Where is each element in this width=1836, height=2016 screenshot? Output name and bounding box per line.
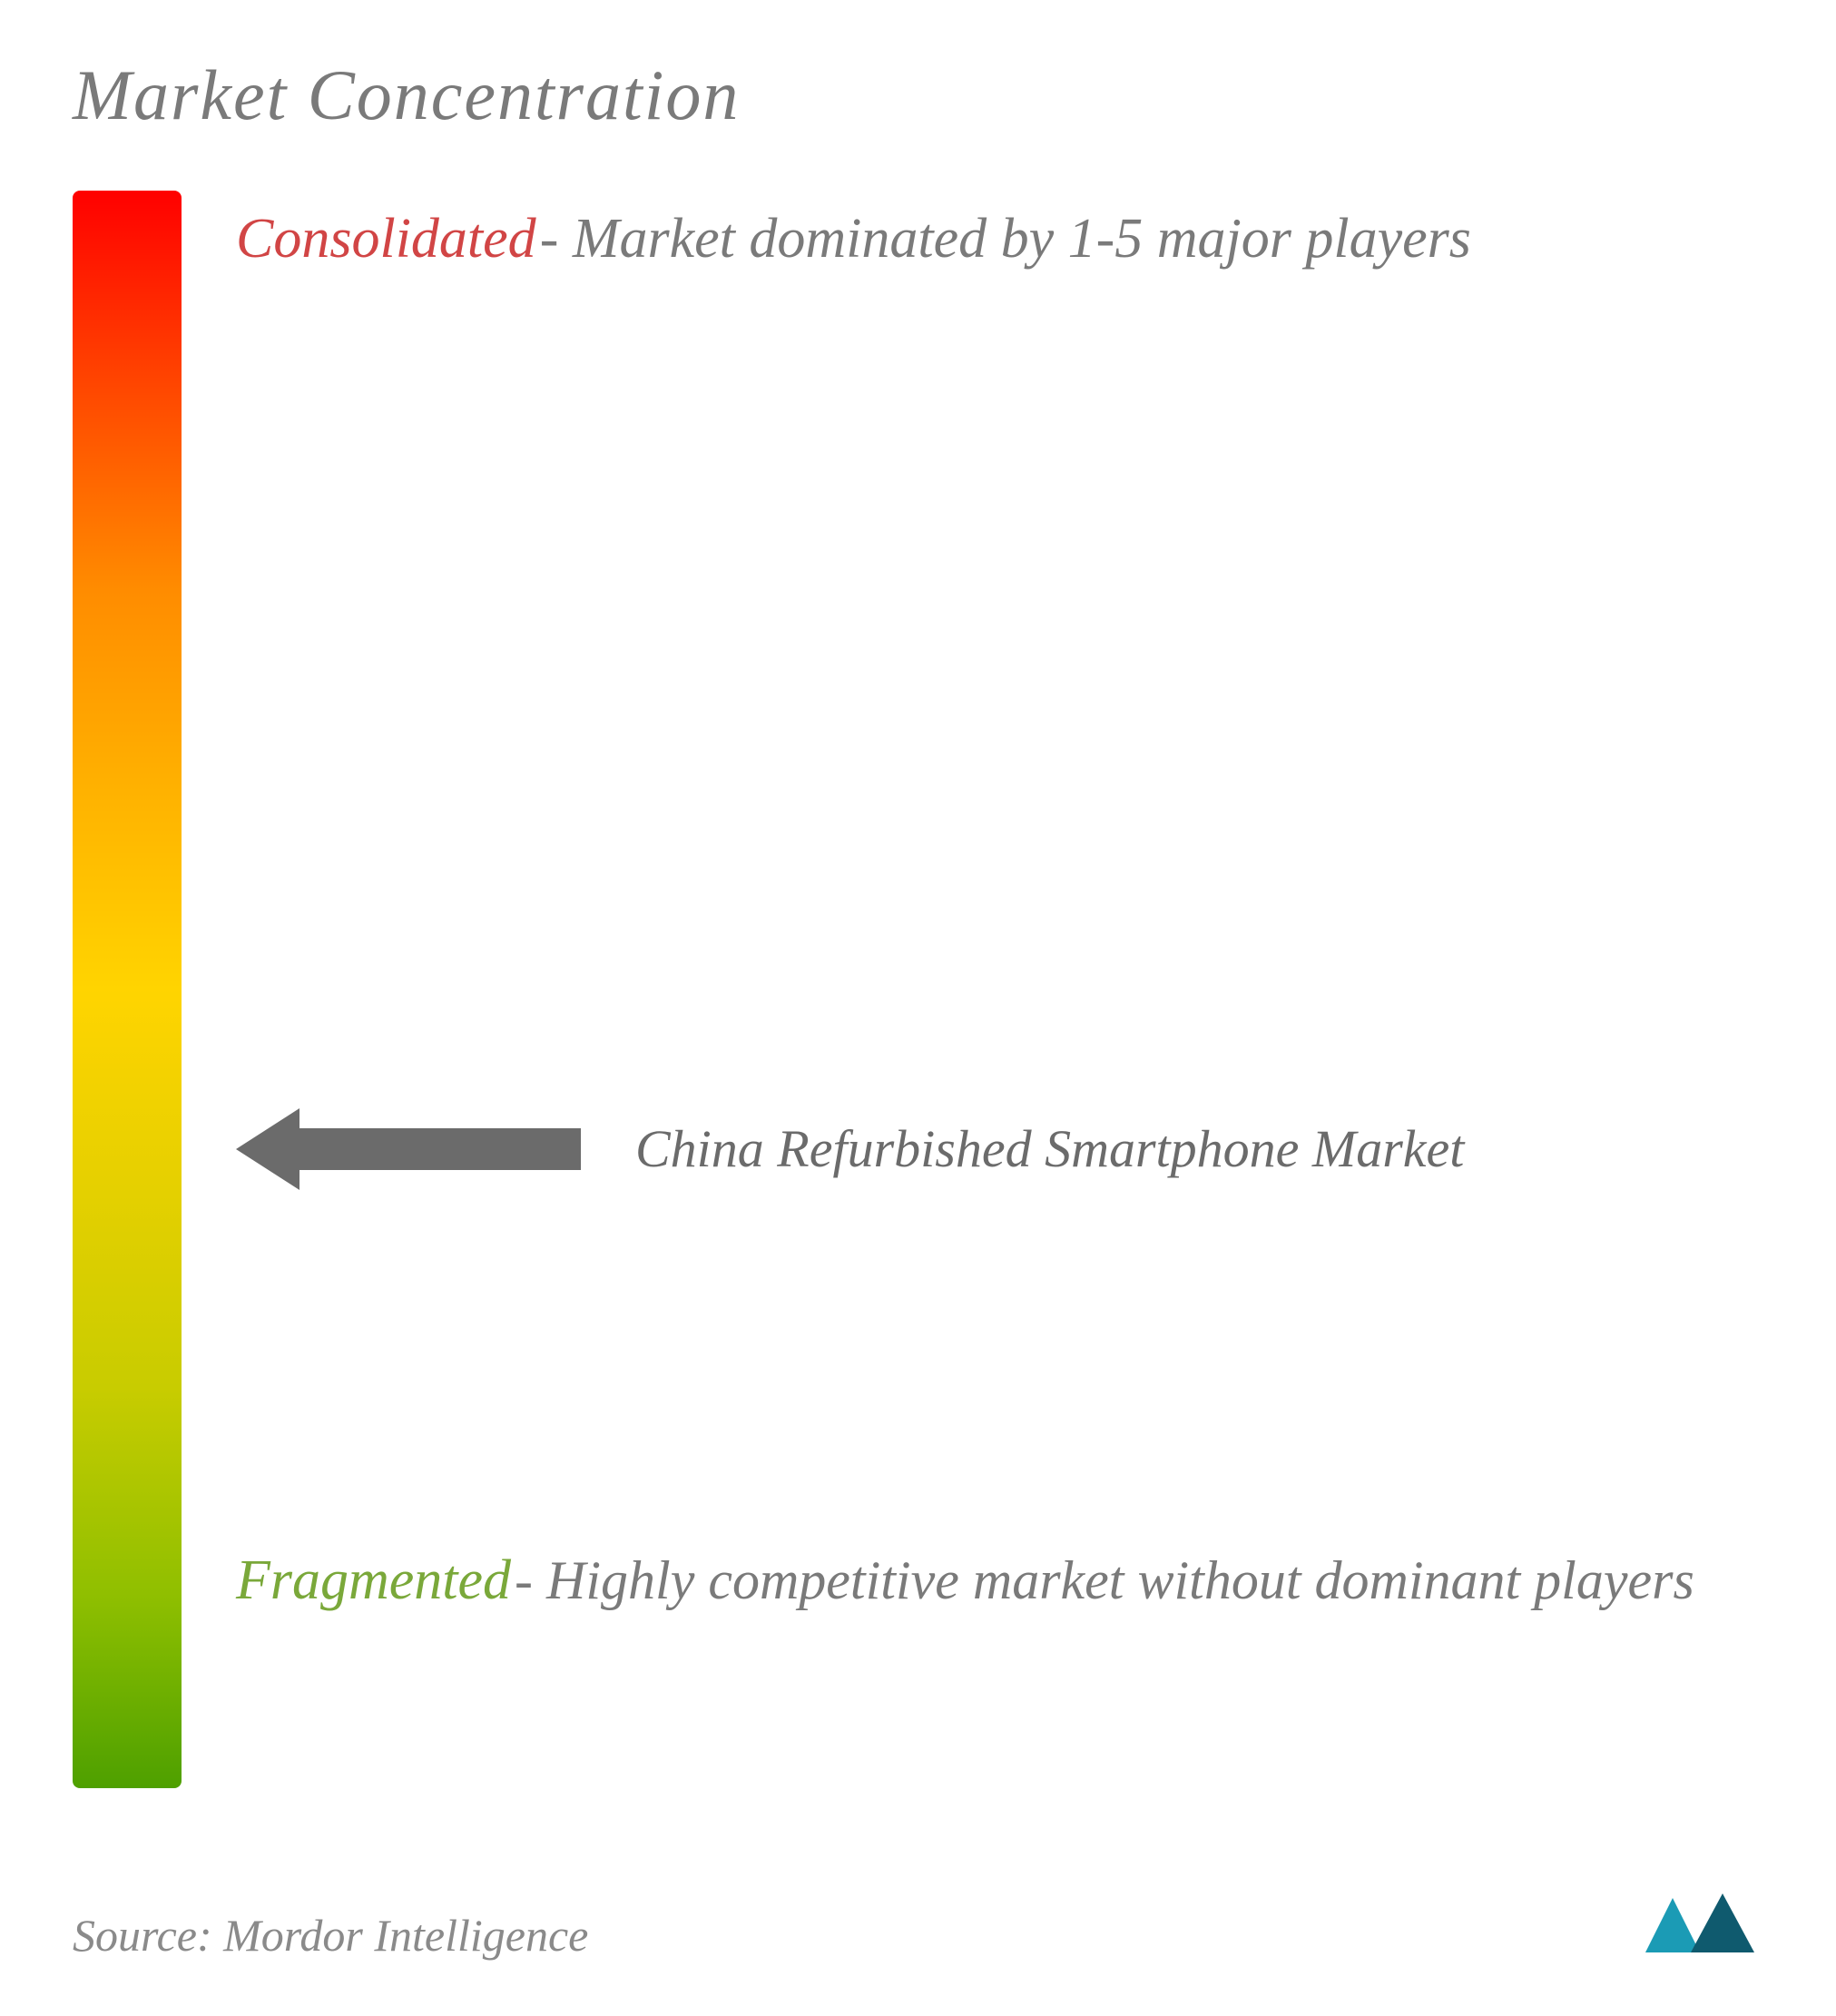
logo-shape-right xyxy=(1691,1893,1754,1952)
source-attribution: Source: Mordor Intelligence xyxy=(73,1909,588,1962)
infographic-container: Market Concentration Consolidated - Mark… xyxy=(0,0,1836,2016)
fragmented-label: Fragmented xyxy=(236,1549,511,1611)
market-marker-label: China Refurbished Smartphone Market xyxy=(635,1115,1464,1183)
consolidated-description: - Market dominated by 1-5 major players xyxy=(540,208,1471,270)
fragmented-description: - Highly competitive market without domi… xyxy=(515,1550,1694,1610)
arrow-left-icon xyxy=(236,1108,581,1190)
market-marker-block: China Refurbished Smartphone Market xyxy=(236,1108,1688,1190)
arrow-polygon xyxy=(236,1108,581,1190)
content-area: Consolidated - Market dominated by 1-5 m… xyxy=(73,191,1763,1788)
page-title: Market Concentration xyxy=(73,54,1763,136)
consolidated-block: Consolidated - Market dominated by 1-5 m… xyxy=(236,207,1688,271)
concentration-gradient-bar xyxy=(73,191,182,1788)
fragmented-block: Fragmented - Highly competitive market w… xyxy=(236,1549,1733,1613)
consolidated-label: Consolidated xyxy=(236,208,536,270)
logo-shape-left xyxy=(1645,1898,1700,1952)
brand-logo xyxy=(1636,1880,1763,1971)
